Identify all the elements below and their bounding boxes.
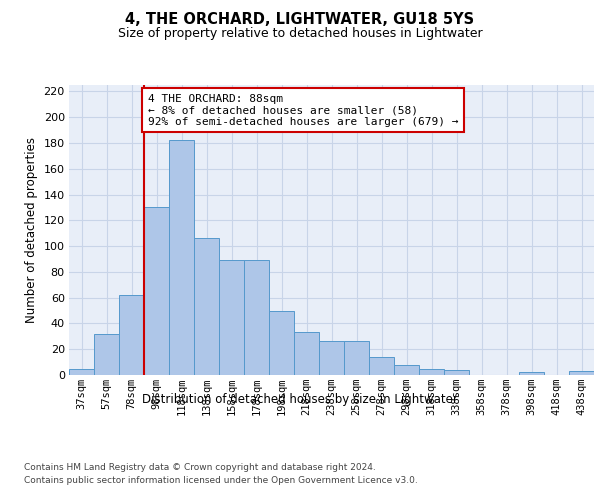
Text: Distribution of detached houses by size in Lightwater: Distribution of detached houses by size …	[142, 392, 458, 406]
Bar	[369, 357, 394, 375]
Bar	[94, 334, 119, 375]
Bar	[269, 310, 294, 375]
Bar	[519, 372, 544, 375]
Text: 4, THE ORCHARD, LIGHTWATER, GU18 5YS: 4, THE ORCHARD, LIGHTWATER, GU18 5YS	[125, 12, 475, 28]
Text: Contains public sector information licensed under the Open Government Licence v3: Contains public sector information licen…	[24, 476, 418, 485]
Bar	[119, 295, 144, 375]
Bar	[194, 238, 219, 375]
Bar	[219, 260, 244, 375]
Bar	[394, 364, 419, 375]
Bar	[319, 342, 344, 375]
Bar	[344, 342, 369, 375]
Text: Contains HM Land Registry data © Crown copyright and database right 2024.: Contains HM Land Registry data © Crown c…	[24, 462, 376, 471]
Bar	[144, 208, 169, 375]
Bar	[294, 332, 319, 375]
Bar	[244, 260, 269, 375]
Bar	[569, 371, 594, 375]
Bar	[169, 140, 194, 375]
Text: Size of property relative to detached houses in Lightwater: Size of property relative to detached ho…	[118, 28, 482, 40]
Bar	[419, 368, 444, 375]
Bar	[69, 368, 94, 375]
Bar	[444, 370, 469, 375]
Y-axis label: Number of detached properties: Number of detached properties	[25, 137, 38, 323]
Text: 4 THE ORCHARD: 88sqm
← 8% of detached houses are smaller (58)
92% of semi-detach: 4 THE ORCHARD: 88sqm ← 8% of detached ho…	[148, 94, 458, 127]
